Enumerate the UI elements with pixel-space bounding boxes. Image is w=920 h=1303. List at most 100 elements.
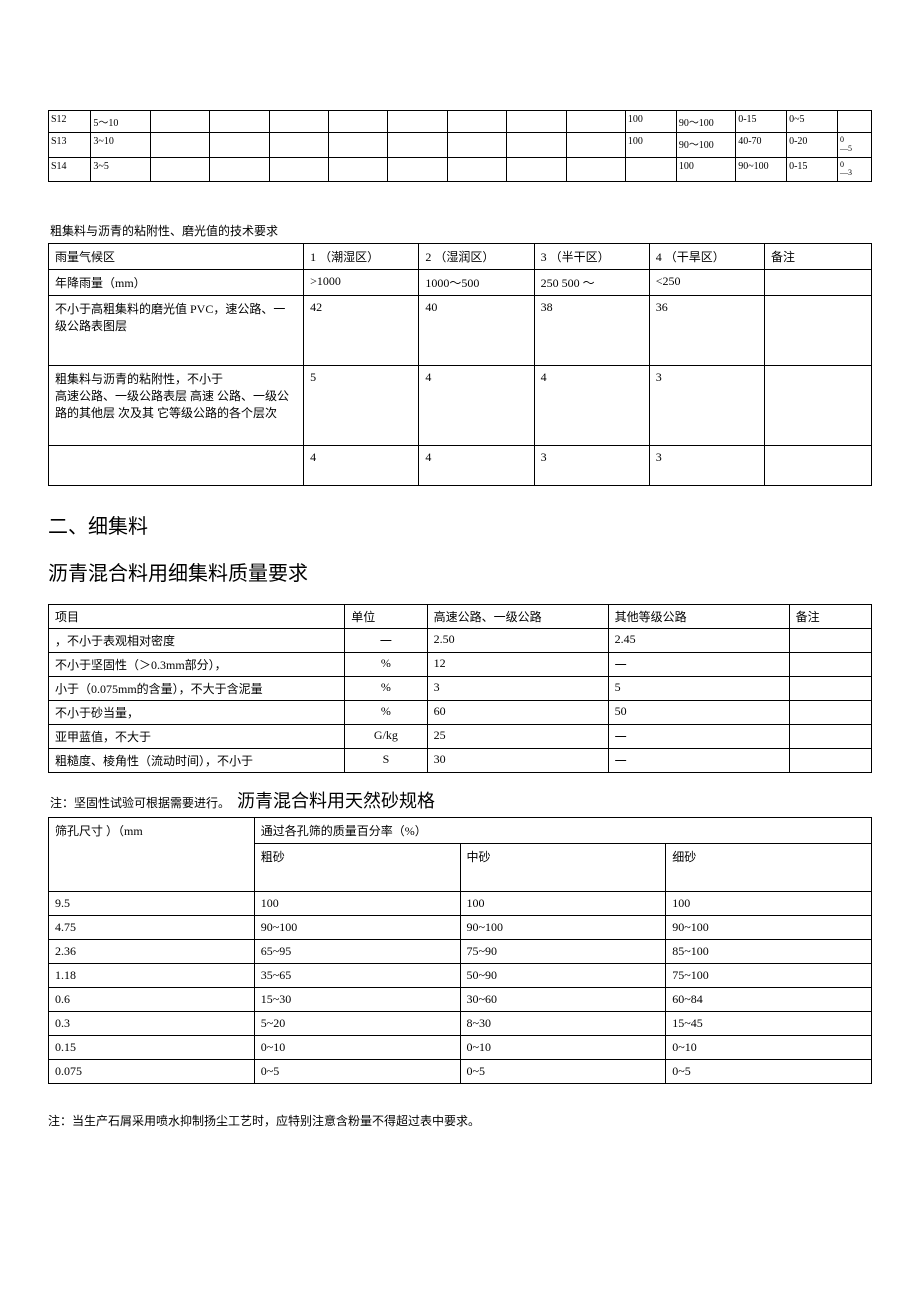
table-cell [210,157,269,182]
table-cell: % [345,677,427,701]
table-cell: 100 [666,892,872,916]
table-cell: 0—3 [837,157,871,182]
table-header-cell: 高速公路、一级公路 [427,605,608,629]
table-row: 粗糙度、棱角性（流动时间），不小于S30一 [49,749,872,773]
table-cell [765,446,872,486]
table-cell: 40 [419,296,534,366]
footnote: 注：当生产石屑采用喷水抑制扬尘工艺时，应特别注意含粉量不得超过表中要求。 [48,1112,872,1129]
table2-caption: 粗集料与沥青的粘附性、磨光值的技术要求 [50,222,872,239]
table-cell: 90~100 [736,157,787,182]
table-cell [328,111,387,133]
table-cell: 9.5 [49,892,255,916]
table-header-cell: 其他等级公路 [608,605,789,629]
table-row: 2.3665~9575~9085~100 [49,940,872,964]
table-cell [566,157,625,182]
table-cell [269,111,328,133]
table-row: 不小于砂当量，%6050 [49,701,872,725]
table4-caption-line: 注：坚固性试验可根据需要进行。 沥青混合料用天然砂规格 [50,787,872,813]
table-cell: 4 [534,366,649,446]
table-cell: S [345,749,427,773]
table-cell: % [345,653,427,677]
table-cell: 25 [427,725,608,749]
firmness-note: 注：坚固性试验可根据需要进行。 [50,796,230,810]
table-cell: 12 [427,653,608,677]
table-row: 0.35~208~3015~45 [49,1012,872,1036]
table-header-row: 项目单位高速公路、一级公路其他等级公路备注 [49,605,872,629]
table-cell [507,111,566,133]
table-cell: 75~100 [666,964,872,988]
table-cell: 30~60 [460,988,666,1012]
table-row: ，不小于表观相对密度一2.502.45 [49,629,872,653]
table-cell [150,111,209,133]
table-cell: 36 [649,296,764,366]
table-row: S125〜10 10090〜1000-150~5 [49,111,872,133]
table-cell [507,133,566,158]
natural-sand-spec-table: 筛孔尺寸 ）（mm通过各孔筛的质量百分率（%）粗砂中砂细砂9.510010010… [48,817,872,1084]
table-row: 不小于坚固性（＞0.3mm部分），%12一 [49,653,872,677]
table-cell: ，不小于表观相对密度 [49,629,345,653]
table-row: 亚甲蓝值，不大于G/kg25一 [49,725,872,749]
table-cell: 0~10 [460,1036,666,1060]
table-cell: 3 [427,677,608,701]
table-header-cell: 备注 [789,605,871,629]
table-cell: 0.6 [49,988,255,1012]
table-cell [388,157,447,182]
table-cell [210,133,269,158]
table-header-cell: 筛孔尺寸 ）（mm [49,818,255,892]
table-cell: 一 [608,653,789,677]
table-cell [328,157,387,182]
table-row: 年降雨量（mm）>10001000〜500250 500 〜<250 [49,270,872,296]
table-cell: 38 [534,296,649,366]
table-cell: 不小于坚固性（＞0.3mm部分）， [49,653,345,677]
table-cell: 100 [625,111,676,133]
table-cell: 0.15 [49,1036,255,1060]
table-row: S133~1010090〜10040-700-200—5 [49,133,872,158]
table-cell: 60~84 [666,988,872,1012]
table-cell [447,133,506,158]
table-cell: 100 [676,157,735,182]
table-cell: 15~45 [666,1012,872,1036]
table-cell [837,111,871,133]
table-cell [388,133,447,158]
aggregate-size-table: S125〜1010090〜1000-150~5S133~1010090〜1004… [48,110,872,182]
table-cell: 0~5 [787,111,838,133]
table-cell: 粗糙度、棱角性（流动时间），不小于 [49,749,345,773]
table-cell: 2.36 [49,940,255,964]
table-cell: 0—5 [837,133,871,158]
table-row: 不小于高粗集料的磨光值 PVC，速公路、一级公路表图层42403836 [49,296,872,366]
table-header-row: 筛孔尺寸 ）（mm通过各孔筛的质量百分率（%） [49,818,872,844]
table-cell [150,133,209,158]
table-cell: 2.50 [427,629,608,653]
table-cell [789,653,871,677]
table-cell: 3 [649,366,764,446]
table-cell: 90~100 [460,916,666,940]
table-cell: 0-15 [736,111,787,133]
adhesion-polishing-table: 雨量气候区1 （潮湿区）2 （湿润区）3 （半干区）4 （干旱区）备注年降雨量（… [48,243,872,486]
table-cell: 0~5 [666,1060,872,1084]
table-cell: 3 [649,446,764,486]
table-cell: 90〜100 [676,111,735,133]
table-cell: 一 [608,749,789,773]
table-cell: 30 [427,749,608,773]
table-cell: 5〜10 [91,111,150,133]
table-cell: 60 [427,701,608,725]
table-cell: 40-70 [736,133,787,158]
table-cell: 3~10 [91,133,150,158]
section-2-title: 二、细集料 [48,510,872,539]
table-cell: 不小于高粗集料的磨光值 PVC，速公路、一级公路表图层 [49,296,304,366]
table-cell: 3~5 [91,157,150,182]
table-cell: S12 [49,111,91,133]
table-cell: 65~95 [254,940,460,964]
table-cell: 50 [608,701,789,725]
table-cell: 3 [534,446,649,486]
table-cell: 85~100 [666,940,872,964]
table-cell [789,749,871,773]
table-cell: 4.75 [49,916,255,940]
table-cell: 35~65 [254,964,460,988]
table-cell: 4 [419,366,534,446]
table-header-cell: 细砂 [666,844,872,892]
table-cell: <250 [649,270,764,296]
table-header-cell: 通过各孔筛的质量百分率（%） [254,818,871,844]
table-cell: >1000 [304,270,419,296]
table-cell: 不小于砂当量， [49,701,345,725]
